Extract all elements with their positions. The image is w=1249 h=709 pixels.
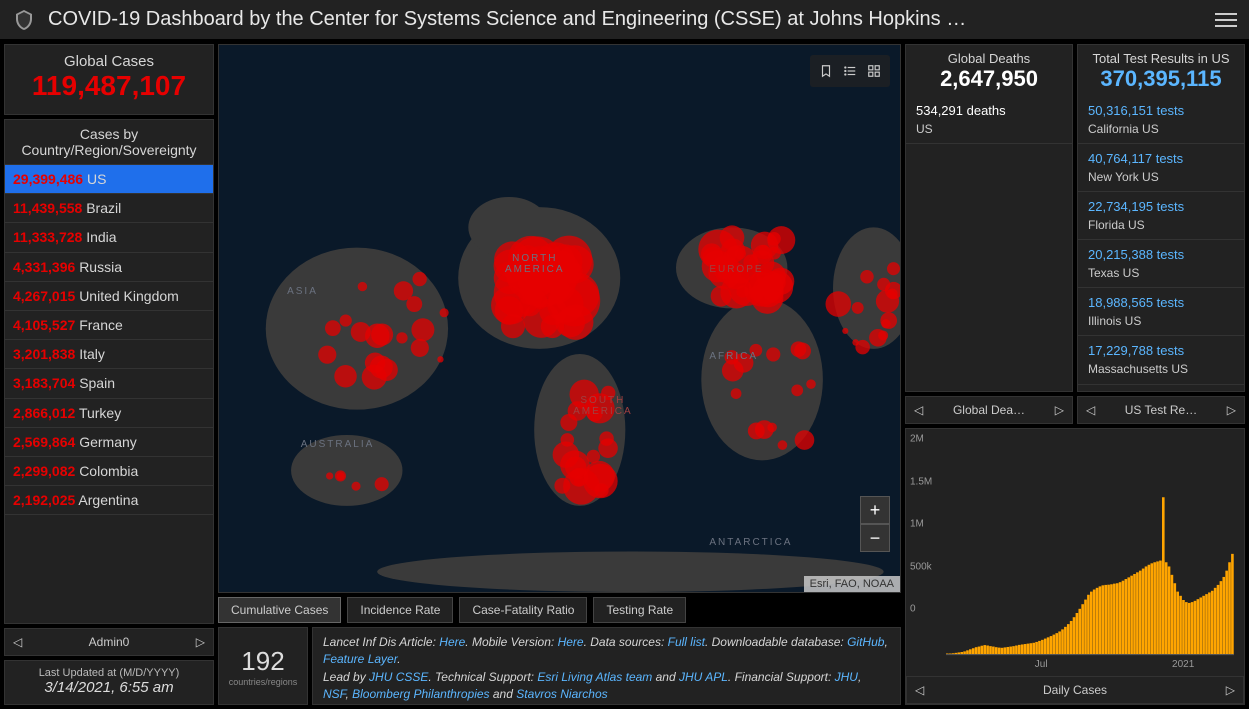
country-row[interactable]: 2,192,025 Argentina bbox=[5, 486, 213, 515]
country-row[interactable]: 11,439,558 Brazil bbox=[5, 194, 213, 223]
tests-row[interactable]: 50,316,151 testsCalifornia US bbox=[1078, 96, 1244, 144]
tests-row[interactable]: 17,229,788 testsMassachusetts US bbox=[1078, 336, 1244, 384]
country-row[interactable]: 29,399,486 US bbox=[5, 165, 213, 194]
chevron-left-icon[interactable]: ◁ bbox=[1086, 403, 1095, 417]
country-row[interactable]: 11,333,728 India bbox=[5, 223, 213, 252]
menu-icon[interactable] bbox=[1215, 9, 1237, 31]
tests-row[interactable]: 18,988,565 testsIllinois US bbox=[1078, 288, 1244, 336]
map-tab[interactable]: Case-Fatality Ratio bbox=[459, 597, 587, 623]
tests-label: Total Test Results in US bbox=[1082, 51, 1240, 66]
deaths-list[interactable]: 534,291 deathsUS bbox=[906, 96, 1072, 391]
countries-panel: Cases by Country/Region/Sovereignty 29,3… bbox=[4, 119, 214, 624]
chevron-left-icon[interactable]: ◁ bbox=[13, 635, 22, 649]
last-updated-label: Last Updated at (M/D/YYYY) bbox=[9, 667, 209, 679]
y-tick: 2M bbox=[910, 434, 924, 445]
countries-nav: ◁ Admin0 ▷ bbox=[4, 628, 214, 656]
global-cases-value: 119,487,107 bbox=[9, 70, 209, 102]
region-count-sub: countries/regions bbox=[229, 677, 298, 687]
global-cases-panel: Global Cases 119,487,107 bbox=[4, 44, 214, 115]
deaths-nav-label: Global Dea… bbox=[923, 403, 1055, 417]
chevron-right-icon[interactable]: ▷ bbox=[1226, 683, 1235, 697]
deaths-value: 2,647,950 bbox=[910, 66, 1068, 92]
y-tick: 500k bbox=[910, 561, 932, 572]
zoom-control: + − bbox=[860, 496, 890, 552]
countries-header: Cases by Country/Region/Sovereignty bbox=[5, 120, 213, 165]
countries-nav-label: Admin0 bbox=[22, 635, 196, 649]
country-row[interactable]: 2,299,082 Colombia bbox=[5, 457, 213, 486]
map-tabs: Cumulative CasesIncidence RateCase-Fatal… bbox=[218, 597, 901, 623]
country-row[interactable]: 4,267,015 United Kingdom bbox=[5, 282, 213, 311]
y-tick: 1M bbox=[910, 519, 924, 530]
tests-nav: ◁ US Test Re… ▷ bbox=[1077, 396, 1245, 424]
deaths-nav: ◁ Global Dea… ▷ bbox=[905, 396, 1073, 424]
chevron-right-icon[interactable]: ▷ bbox=[1055, 403, 1064, 417]
country-row[interactable]: 2,569,864 Germany bbox=[5, 428, 213, 457]
world-map[interactable] bbox=[219, 45, 900, 592]
country-row[interactable]: 4,105,527 France bbox=[5, 311, 213, 340]
zoom-out-button[interactable]: − bbox=[860, 524, 890, 552]
legend-icon[interactable] bbox=[838, 59, 862, 83]
tests-list[interactable]: 50,316,151 testsCalifornia US40,764,117 … bbox=[1078, 96, 1244, 391]
daily-cases-chart[interactable]: 2M 1.5M 1M 500k 0 Jul 2021 bbox=[906, 429, 1244, 676]
countries-list[interactable]: 29,399,486 US11,439,558 Brazil11,333,728… bbox=[5, 165, 213, 623]
last-updated-panel: Last Updated at (M/D/YYYY) 3/14/2021, 6:… bbox=[4, 660, 214, 705]
map-tab[interactable]: Incidence Rate bbox=[347, 597, 453, 623]
daily-cases-chart-panel: 2M 1.5M 1M 500k 0 Jul 2021 ◁ Daily Cases ▷ bbox=[905, 428, 1245, 705]
chart-nav: ◁ Daily Cases ▷ bbox=[906, 676, 1244, 704]
tests-nav-label: US Test Re… bbox=[1095, 403, 1227, 417]
deaths-panel: Global Deaths 2,647,950 534,291 deathsUS bbox=[905, 44, 1073, 392]
country-row[interactable]: 2,866,012 Turkey bbox=[5, 399, 213, 428]
global-cases-label: Global Cases bbox=[9, 53, 209, 70]
chevron-left-icon[interactable]: ◁ bbox=[914, 403, 923, 417]
jhu-logo bbox=[12, 8, 36, 32]
deaths-row[interactable]: 534,291 deathsUS bbox=[906, 96, 1072, 144]
map-attribution: Esri, FAO, NOAA bbox=[804, 576, 900, 592]
map-toolbar bbox=[810, 55, 890, 87]
tests-row[interactable]: 40,764,117 testsNew York US bbox=[1078, 144, 1244, 192]
tests-value: 370,395,115 bbox=[1082, 66, 1240, 92]
tests-row[interactable]: 20,215,388 testsTexas US bbox=[1078, 240, 1244, 288]
tests-panel: Total Test Results in US 370,395,115 50,… bbox=[1077, 44, 1245, 392]
chevron-right-icon[interactable]: ▷ bbox=[1227, 403, 1236, 417]
deaths-label: Global Deaths bbox=[910, 51, 1068, 66]
bookmark-icon[interactable] bbox=[814, 59, 838, 83]
tests-row[interactable]: 22,734,195 testsFlorida US bbox=[1078, 192, 1244, 240]
basemap-icon[interactable] bbox=[862, 59, 886, 83]
country-row[interactable]: 3,201,838 Italy bbox=[5, 340, 213, 369]
app-header: COVID-19 Dashboard by the Center for Sys… bbox=[0, 0, 1249, 40]
chart-nav-label: Daily Cases bbox=[924, 683, 1226, 697]
country-row[interactable]: 3,183,704 Spain bbox=[5, 369, 213, 398]
x-tick: 2021 bbox=[1172, 659, 1194, 670]
country-row[interactable]: 4,331,396 Russia bbox=[5, 253, 213, 282]
y-tick: 0 bbox=[910, 604, 916, 615]
chevron-right-icon[interactable]: ▷ bbox=[196, 635, 205, 649]
zoom-in-button[interactable]: + bbox=[860, 496, 890, 524]
x-tick: Jul bbox=[1035, 659, 1048, 670]
header-title: COVID-19 Dashboard by the Center for Sys… bbox=[48, 8, 1215, 31]
y-tick: 1.5M bbox=[910, 476, 932, 487]
last-updated-time: 3/14/2021, 6:55 am bbox=[9, 679, 209, 696]
map-tab[interactable]: Testing Rate bbox=[593, 597, 686, 623]
region-count-value: 192 bbox=[241, 646, 284, 677]
info-panel: Lancet Inf Dis Article: Here. Mobile Ver… bbox=[312, 627, 901, 705]
chevron-left-icon[interactable]: ◁ bbox=[915, 683, 924, 697]
region-count-panel: 192 countries/regions bbox=[218, 627, 308, 705]
map-panel[interactable]: ASIANORTHAMERICAEUROPEAFRICASOUTHAMERICA… bbox=[218, 44, 901, 593]
map-tab[interactable]: Cumulative Cases bbox=[218, 597, 341, 623]
